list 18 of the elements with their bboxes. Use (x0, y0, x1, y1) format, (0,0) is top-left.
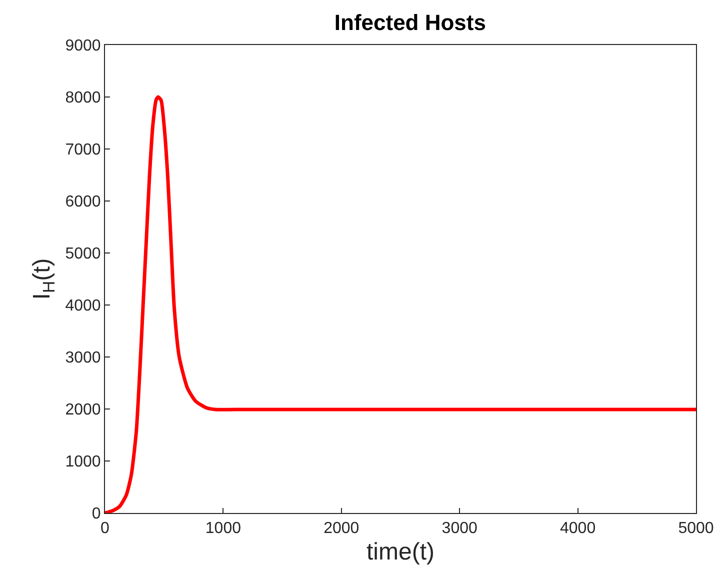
chart-title: Infected Hosts (334, 10, 486, 35)
y-tick-label: 8000 (65, 90, 101, 107)
y-tick-label: 0 (92, 506, 101, 523)
y-tick-label: 1000 (65, 454, 101, 471)
x-tick-label: 5000 (678, 520, 714, 538)
line-series (105, 95, 696, 513)
y-tick-label: 5000 (65, 246, 101, 263)
y-tick-label: 4000 (65, 298, 101, 315)
x-axis-title: time(t) (366, 538, 434, 566)
x-tick-label: 4000 (560, 520, 596, 538)
x-tick-label: 3000 (442, 520, 478, 538)
y-tick-label: 6000 (65, 194, 101, 211)
y-tick-label: 3000 (65, 350, 101, 367)
y-tick-label: 7000 (65, 142, 101, 159)
x-tick-label: 1000 (205, 520, 242, 538)
y-tick-label: 9000 (65, 38, 101, 55)
y-tick-label: 2000 (65, 402, 101, 419)
x-tick-label: 2000 (324, 520, 360, 538)
